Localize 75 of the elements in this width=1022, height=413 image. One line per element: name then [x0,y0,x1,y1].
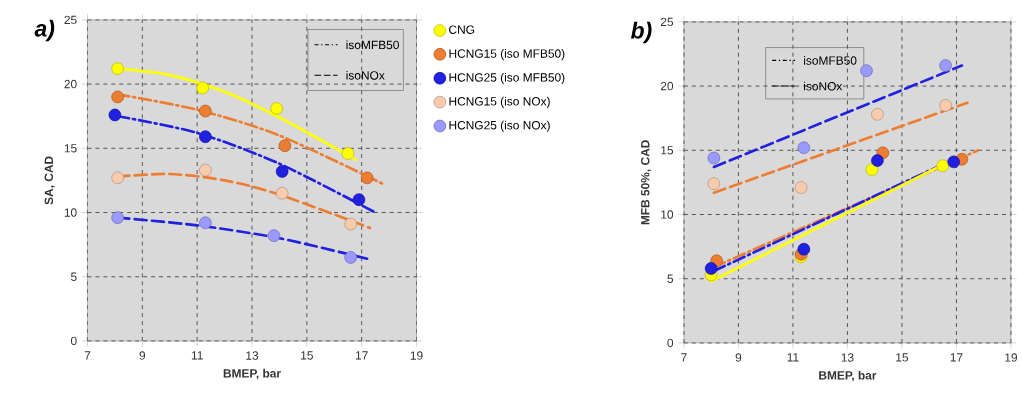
point [108,108,122,122]
legend-label: HCNG25 (iso NOx) [449,120,550,133]
y-tick-label: 0 [667,338,674,348]
point [199,105,212,118]
point [199,216,212,230]
x-tick-label: 11 [191,351,203,360]
point [111,171,124,185]
y-tick-label: 20 [660,82,674,91]
legend-label: HCNG25 (iso MFB50) [449,73,565,85]
x-axis-title: BMEP, bar [223,369,281,380]
y-tick-label: 10 [661,210,674,219]
annotation: isoMFB50 [804,56,857,66]
point [199,130,212,144]
y-axis-title: SA, CAD [44,156,55,205]
point [275,187,289,200]
x-tick-label: 15 [301,351,313,360]
point [278,139,292,153]
point [344,251,357,265]
x-tick-label: 7 [84,351,91,360]
annotation: isoNOx [804,81,843,91]
point [871,108,884,121]
point [871,154,884,168]
point [196,81,209,95]
point [704,262,718,275]
point [111,90,124,104]
point [111,62,124,76]
x-tick-label: 15 [896,353,909,362]
point [111,211,124,225]
legend-label: HCNG15 (iso NOx) [449,97,550,109]
point [267,229,281,243]
y-tick-label: 5 [70,272,77,282]
x-tick-label: 19 [1005,353,1018,362]
point [352,193,366,207]
x-tick-label: 7 [681,353,687,362]
chart-title: a) [34,20,55,42]
x-tick-label: 9 [735,353,742,362]
y-tick-label: 25 [64,15,77,25]
point [199,164,212,177]
x-tick-label: 17 [355,351,368,360]
point [341,147,355,160]
x-tick-label: 11 [787,353,799,362]
y-tick-label: 10 [64,208,77,217]
point [707,151,721,165]
y-tick-label: 15 [661,146,674,155]
annotation: isoNOx [346,71,385,80]
point [360,171,374,185]
point [344,218,357,231]
point [797,243,811,256]
legend-label: HCNG15 (iso MFB50) [449,49,565,61]
x-tick-label: 13 [246,351,259,360]
y-tick-label: 0 [70,336,77,346]
point [939,59,952,73]
y-axis-title: MFB 50%, CAD [641,140,652,225]
x-tick-label: 19 [410,351,423,360]
point [794,181,808,195]
annotation: isoMFB50 [346,40,399,50]
x-axis-title: BMEP, bar [819,371,877,382]
point [797,141,811,155]
point [865,163,879,177]
point [947,155,961,169]
y-tick-label: 5 [667,274,674,284]
legend-label: CNG [449,25,475,35]
y-tick-label: 25 [660,17,674,27]
point [860,64,873,78]
x-tick-label: 17 [950,353,963,362]
x-tick-label: 9 [139,351,146,360]
point [936,159,950,173]
chart-title: b) [630,22,652,44]
point [275,165,289,178]
point [939,99,952,112]
y-tick-label: 15 [64,144,77,153]
y-tick-label: 20 [64,80,77,89]
point [270,102,283,116]
point [707,177,721,191]
x-tick-label: 13 [841,353,854,362]
